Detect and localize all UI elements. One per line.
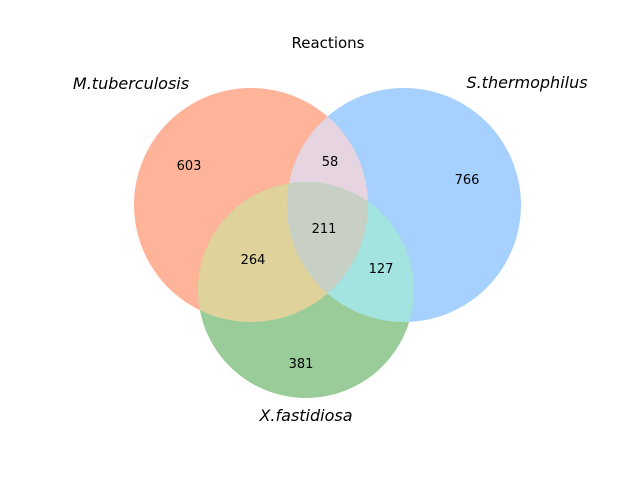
region-ac-count: 264 (241, 253, 266, 268)
set-a-label: M.tuberculosis (73, 74, 189, 93)
region-c-only-count: 381 (289, 357, 314, 372)
region-bc-count: 127 (369, 262, 394, 277)
diagram-title: Reactions (292, 34, 365, 52)
region-abc-count: 211 (312, 222, 337, 237)
region-a-only-count: 603 (177, 159, 202, 174)
region-b-only-count: 766 (455, 173, 480, 188)
region-ab-count: 58 (322, 155, 339, 170)
set-b-label: S.thermophilus (466, 73, 587, 92)
set-c-label: X.fastidiosa (258, 406, 352, 425)
